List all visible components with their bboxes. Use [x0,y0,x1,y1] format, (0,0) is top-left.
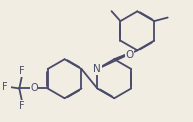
Text: F: F [19,66,25,76]
Text: O: O [30,83,38,93]
Text: F: F [19,101,25,111]
Text: N: N [93,64,101,74]
Text: F: F [2,82,7,92]
Text: O: O [125,50,134,60]
